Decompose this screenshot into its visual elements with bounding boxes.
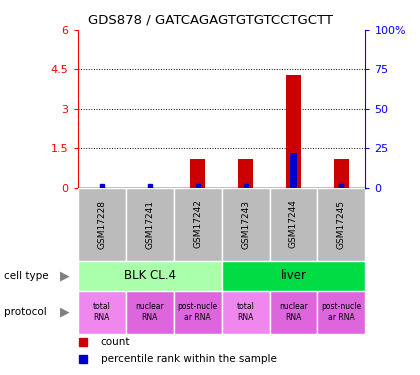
Text: protocol: protocol [4,307,47,317]
Text: post-nucle
ar RNA: post-nucle ar RNA [178,303,218,322]
Bar [222,261,365,291]
Bar [222,291,270,334]
Text: nuclear
RNA: nuclear RNA [279,303,308,322]
Bar [173,291,222,334]
Text: GSM17243: GSM17243 [241,200,250,249]
Text: liver: liver [281,269,307,282]
Text: GSM17241: GSM17241 [145,200,154,249]
Bar [286,75,301,188]
Text: nuclear
RNA: nuclear RNA [135,303,164,322]
Bar [318,188,365,261]
Text: post-nucle
ar RNA: post-nucle ar RNA [321,303,362,322]
Text: GSM17228: GSM17228 [97,200,106,249]
Text: ▶: ▶ [60,269,70,282]
Bar [318,291,365,334]
Text: GSM17242: GSM17242 [193,200,202,249]
Bar [290,153,297,188]
Text: ▶: ▶ [60,306,70,319]
Bar [126,291,173,334]
Text: percentile rank within the sample: percentile rank within the sample [101,354,277,364]
Bar [173,188,222,261]
Bar [78,188,126,261]
Bar [190,159,205,188]
Text: GSM17244: GSM17244 [289,200,298,249]
Bar [238,159,253,188]
Text: GDS878 / GATCAGAGTGTGTCCTGCTT: GDS878 / GATCAGAGTGTGTCCTGCTT [87,13,333,26]
Bar [126,188,173,261]
Bar [270,291,318,334]
Bar [78,291,126,334]
Text: count: count [101,337,130,347]
Text: total
RNA: total RNA [236,303,255,322]
Text: GSM17245: GSM17245 [337,200,346,249]
Bar [222,188,270,261]
Text: BLK CL.4: BLK CL.4 [123,269,176,282]
Bar [270,188,318,261]
Bar [334,159,349,188]
Text: cell type: cell type [4,271,49,280]
Text: total
RNA: total RNA [93,303,110,322]
Bar [78,261,222,291]
